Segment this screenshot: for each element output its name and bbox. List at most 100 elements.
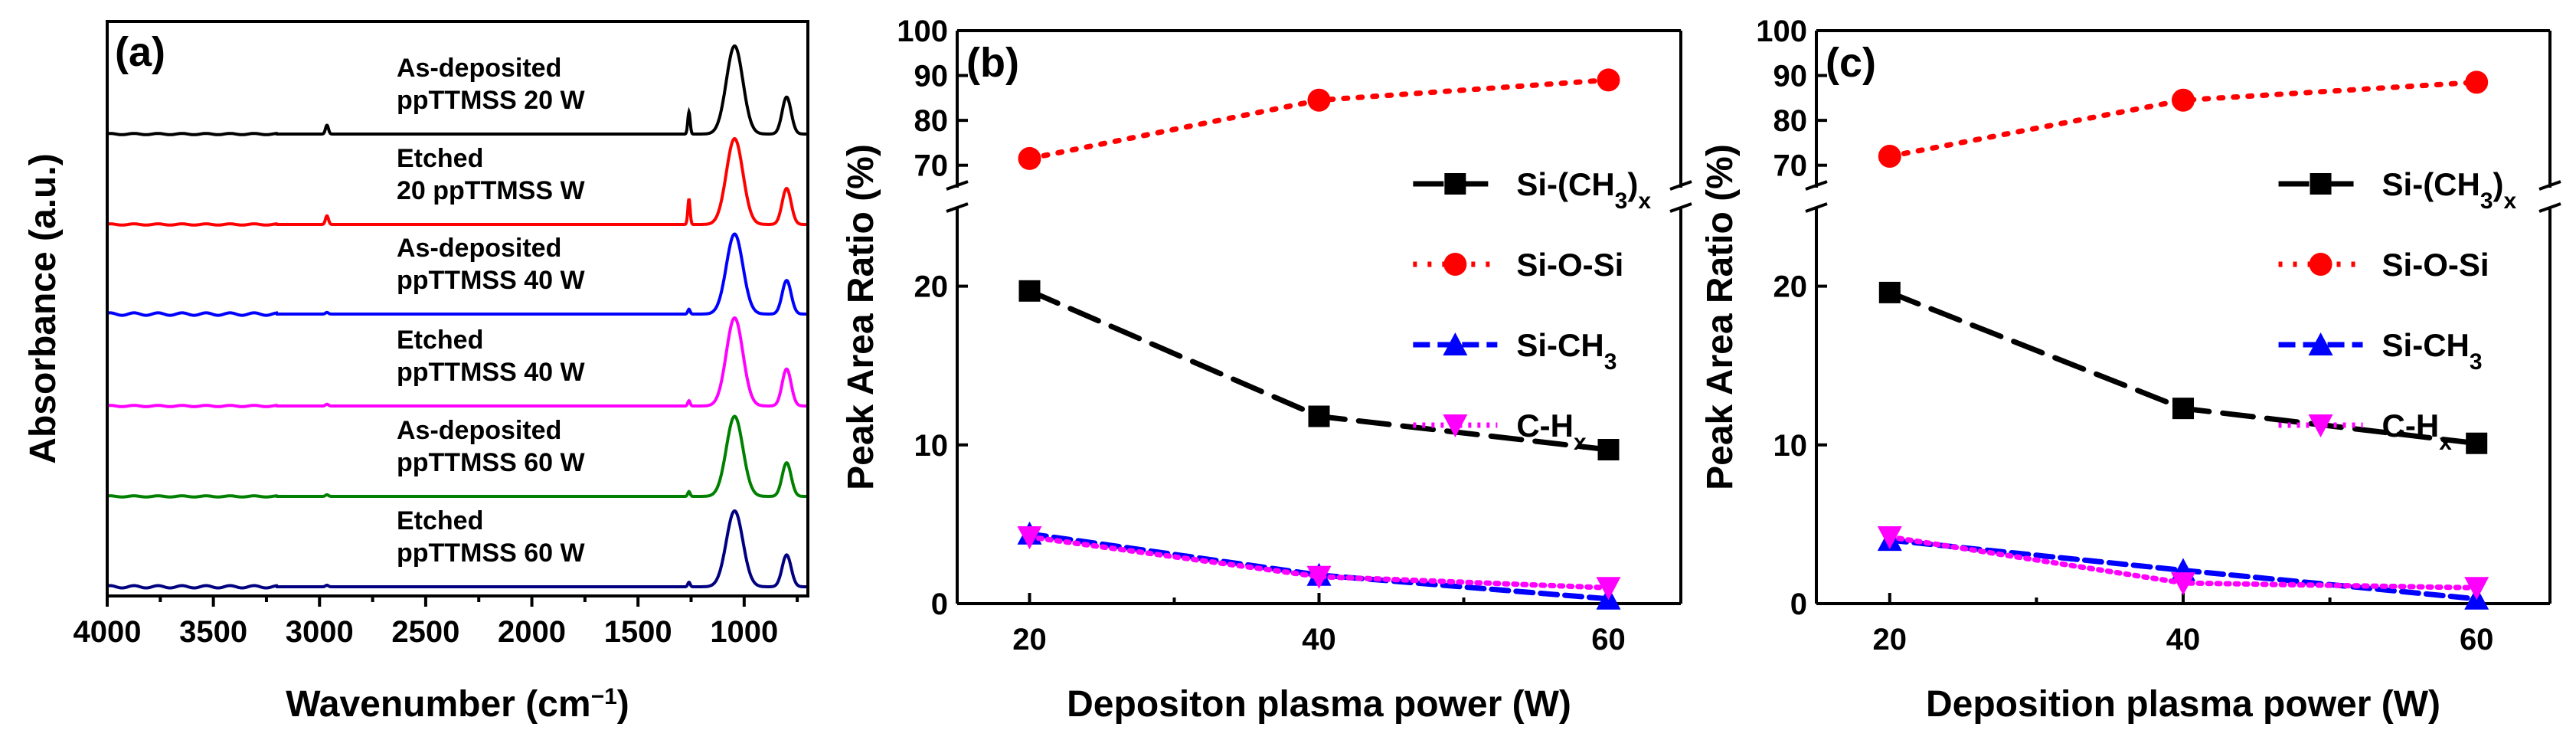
legend-label: Si-(CH3)x	[1516, 166, 1651, 214]
x-tick-label: 4000	[74, 615, 142, 649]
axis-break-mark	[946, 180, 969, 191]
legend-marker	[1444, 173, 1466, 195]
x-axis-title-sup: −1	[591, 684, 617, 709]
axis-break-mark	[1805, 180, 1828, 191]
x-tick-label: 1500	[604, 615, 672, 649]
legend-label: Si-O-Si	[1516, 247, 1623, 283]
spectrum-line	[106, 316, 808, 408]
axis-break-mark	[946, 202, 969, 213]
spectrum-label-line1: Etched	[397, 326, 483, 355]
axis-break-mark	[1669, 180, 1692, 191]
legend-label: Si-CH3	[2382, 327, 2483, 375]
data-point	[2464, 577, 2489, 601]
data-point	[1306, 565, 1332, 589]
spectrum-label-line2: 20 ppTTMSS W	[397, 176, 585, 205]
spectrum-label-line2: ppTTMSS 60 W	[397, 448, 585, 477]
spectrum-label-line2: ppTTMSS 60 W	[397, 539, 585, 568]
panel-a: As-deposited ppTTMSS 20 W Etched 20 ppTTMSS…	[23, 20, 809, 725]
series-line	[1887, 79, 2480, 159]
legend-sub: x	[1574, 430, 1587, 455]
legend-marker	[2310, 173, 2332, 195]
data-point	[1597, 439, 1620, 461]
legend-name: Si-CH	[2382, 327, 2470, 363]
y-axis-title: Peak Area Ratio (%)	[1700, 144, 1741, 490]
y-axis-title: Absorbance (a.u.)	[23, 153, 64, 463]
y-tick-label: 20	[914, 270, 949, 304]
legend-sub: 3	[2480, 188, 2493, 214]
y-tick-label: 20	[1773, 270, 1808, 304]
legend-marker	[1443, 253, 1467, 276]
legend-label: Si-O-Si	[2382, 247, 2489, 283]
spectrum-label-line2: ppTTMSS 20 W	[397, 86, 585, 115]
data-point	[1596, 577, 1621, 601]
legend-sub: x	[1638, 188, 1651, 214]
spectrum-line	[106, 137, 808, 227]
panel-label: (a)	[115, 29, 165, 75]
legend-name: C-H	[1516, 408, 1574, 444]
y-tick-label: 0	[931, 588, 948, 621]
y-tick-label: 70	[914, 149, 949, 183]
legend-name: C-H	[2382, 408, 2440, 444]
spectrum-line	[106, 509, 808, 590]
data-point	[1878, 281, 1901, 303]
y-tick-label: 80	[914, 104, 949, 138]
y-tick-label: 100	[897, 15, 948, 48]
legend-close: )	[2493, 166, 2504, 202]
data-point	[2172, 88, 2195, 112]
spectrum-label-line2: ppTTMSS 40 W	[397, 358, 585, 387]
x-tick-label: 60	[1591, 623, 1626, 656]
spectrum-label-line1: As-deposited	[397, 54, 561, 83]
data-point	[1597, 68, 1620, 92]
x-axis-title: Deposition plasma power (W)	[1926, 684, 2440, 725]
x-tick-label: 60	[2460, 623, 2494, 656]
x-tick-label: 2000	[498, 615, 566, 649]
legend-sub: x	[2439, 430, 2452, 455]
y-tick-label: 10	[914, 429, 949, 463]
x-tick-label: 3500	[179, 615, 247, 649]
panel-label: (b)	[966, 40, 1019, 86]
y-tick-label: 100	[1756, 15, 1807, 48]
legend-marker	[1443, 414, 1468, 437]
panel-label: (c)	[1826, 40, 1876, 86]
x-axis-title: Wavenumber (cm−1)	[286, 684, 629, 725]
x-tick-label: 20	[1012, 623, 1047, 656]
spectrum-line	[106, 414, 808, 499]
x-tick-label: 40	[2166, 623, 2201, 656]
legend-sub: 3	[1604, 349, 1617, 375]
x-tick-label: 3000	[286, 615, 354, 649]
y-tick-label: 90	[914, 60, 949, 93]
legend-name: Si-O-Si	[2382, 247, 2489, 283]
data-point	[1018, 146, 1041, 170]
data-point	[1307, 88, 1331, 112]
legend-label: C-Hx	[2382, 408, 2453, 455]
spectrum-label-line1: Etched	[397, 506, 483, 535]
data-point	[1018, 280, 1041, 302]
spectrum-line	[106, 232, 808, 317]
legend-close: )	[1627, 166, 1638, 202]
legend-sub: 3	[2470, 349, 2483, 375]
y-axis-title: Peak Area Ratio (%)	[841, 144, 881, 490]
legend-marker	[1443, 332, 1468, 355]
x-axis-title-close: )	[617, 684, 629, 725]
legend-label: Si-(CH3)x	[2382, 166, 2517, 214]
legend-sub: x	[2504, 188, 2517, 214]
axis-break-mark	[1805, 202, 1828, 213]
y-tick-label: 0	[1790, 588, 1807, 621]
data-point	[2172, 398, 2194, 420]
axis-break-mark	[2538, 202, 2561, 213]
legend-label: C-Hx	[1516, 408, 1587, 455]
data-point	[2466, 432, 2488, 454]
x-tick-label: 20	[1873, 623, 1907, 656]
legend-name: Si-CH	[1516, 327, 1603, 363]
data-point	[1878, 145, 1901, 168]
legend-sub: 3	[1615, 188, 1628, 214]
legend-label: Si-CH3	[1516, 327, 1617, 375]
legend-marker	[2309, 253, 2332, 276]
x-tick-label: 40	[1302, 623, 1336, 656]
spectrum-line	[106, 44, 808, 136]
legend-name: Si-(CH	[2382, 166, 2480, 202]
legend-name: Si-O-Si	[1516, 247, 1623, 283]
y-tick-label: 80	[1773, 104, 1808, 138]
